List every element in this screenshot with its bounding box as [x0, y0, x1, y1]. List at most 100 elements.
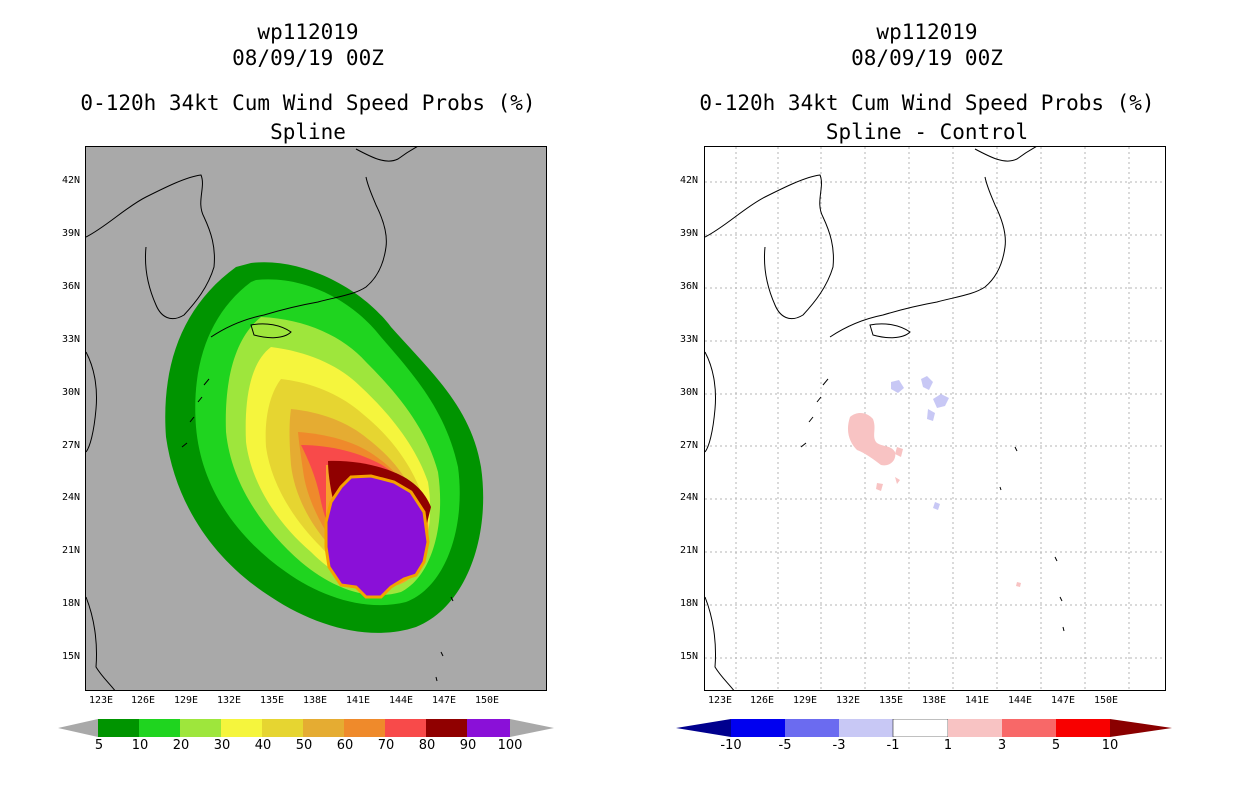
right-lat-label: 21N [679, 545, 698, 556]
left-colorbar-label: 30 [213, 738, 231, 753]
right-lat-label: 18N [679, 598, 698, 609]
left-lon-label: 123E [88, 695, 114, 706]
left-colorbar-high-arrow [510, 719, 554, 737]
left-map [86, 147, 484, 690]
left-colorbar-label: 80 [418, 738, 436, 753]
right-lon-label: 147E [1050, 695, 1076, 706]
left-colorbar-swatch [467, 719, 510, 737]
right-storm-id: wp112019 [876, 20, 978, 44]
korea-china-coast [86, 174, 215, 320]
right-lat-label: 15N [679, 651, 698, 662]
ryukyu-islands [800, 378, 829, 448]
right-colorbar [676, 719, 1172, 737]
pacific-islands [999, 446, 1065, 632]
right-colorbar-swatch [892, 719, 949, 737]
taiwan-luzon [86, 351, 116, 690]
left-lat-label: 42N [61, 175, 80, 186]
left-colorbar [58, 719, 554, 737]
left-lat-label: 36N [61, 281, 80, 292]
japan-kyushu-honshu [829, 176, 1006, 338]
right-lon-label: 150E [1093, 695, 1119, 706]
right-lon-label: 141E [964, 695, 990, 706]
left-lat-label: 33N [61, 334, 80, 345]
diff-negative-1-3-a [891, 380, 904, 393]
japan-kyushu-honshu [210, 176, 387, 338]
left-colorbar-swatch [221, 719, 262, 737]
right-map-panel [704, 146, 1166, 691]
right-colorbar-label: -3 [832, 738, 846, 753]
right-date: 08/09/19 00Z [851, 46, 1003, 70]
left-colorbar-swatch [385, 719, 426, 737]
left-lon-label: 150E [474, 695, 500, 706]
left-lat-label: 18N [61, 598, 80, 609]
left-lat-label: 27N [61, 440, 80, 451]
left-subtitle: Spline [270, 120, 346, 144]
gridlines [705, 147, 1165, 690]
left-colorbar-label: 10 [131, 738, 149, 753]
difference-contours [847, 376, 1021, 587]
shikoku [869, 323, 911, 339]
left-colorbar-label: 60 [336, 738, 354, 753]
pacific-islands [435, 596, 454, 682]
right-colorbar-label: 1 [943, 738, 953, 753]
right-lon-label: 132E [835, 695, 861, 706]
left-colorbar-label: 5 [94, 738, 104, 753]
right-colorbar-label: -5 [778, 738, 792, 753]
diff-negative-1-3-b [921, 376, 949, 510]
right-colorbar-swatch [839, 719, 893, 737]
right-lon-label: 144E [1007, 695, 1033, 706]
right-lat-label: 39N [679, 228, 698, 239]
right-colorbar-label: 10 [1101, 738, 1119, 753]
coastlines [705, 147, 1065, 690]
right-colorbar-swatch [731, 719, 785, 737]
taiwan-luzon [705, 351, 735, 690]
left-map-panel [85, 146, 547, 691]
right-colorbar-swatch [1002, 719, 1056, 737]
left-lon-label: 147E [431, 695, 457, 706]
left-lat-label: 24N [61, 492, 80, 503]
left-storm-id: wp112019 [257, 20, 359, 44]
diff-positive-1-3-small [876, 447, 1021, 587]
right-subtitle: Spline - Control [825, 120, 1029, 144]
left-date: 08/09/19 00Z [232, 46, 384, 70]
right-colorbar-swatch [948, 719, 1002, 737]
left-lat-label: 30N [61, 387, 80, 398]
left-product-title: 0-120h 34kt Cum Wind Speed Probs (%) [80, 91, 536, 115]
left-colorbar-low-arrow [58, 719, 98, 737]
left-lon-label: 144E [388, 695, 414, 706]
right-colorbar-low-arrow [676, 719, 731, 737]
left-colorbar-swatch [303, 719, 344, 737]
right-colorbar-high-arrow [1110, 719, 1172, 737]
left-colorbar-label: 50 [295, 738, 313, 753]
left-lat-label: 21N [61, 545, 80, 556]
left-colorbar-label: 90 [459, 738, 477, 753]
right-lon-label: 135E [878, 695, 904, 706]
left-lon-label: 126E [130, 695, 156, 706]
right-colorbar-label: -10 [720, 738, 742, 753]
right-product-title: 0-120h 34kt Cum Wind Speed Probs (%) [699, 91, 1155, 115]
right-lat-label: 27N [679, 440, 698, 451]
right-colorbar-label: 5 [1051, 738, 1061, 753]
left-lon-label: 138E [302, 695, 328, 706]
right-lon-label: 138E [921, 695, 947, 706]
left-colorbar-label: 70 [377, 738, 395, 753]
left-lon-label: 135E [259, 695, 285, 706]
left-lon-label: 141E [345, 695, 371, 706]
right-lon-label: 129E [792, 695, 818, 706]
left-colorbar-swatch [426, 719, 467, 737]
left-lon-label: 132E [216, 695, 242, 706]
left-lat-label: 15N [61, 651, 80, 662]
left-lat-label: 39N [61, 228, 80, 239]
right-colorbar-label: 3 [997, 738, 1007, 753]
left-colorbar-swatch [344, 719, 385, 737]
right-lon-label: 126E [749, 695, 775, 706]
right-lat-label: 33N [679, 334, 698, 345]
left-colorbar-swatch [262, 719, 303, 737]
probability-contours [165, 262, 484, 633]
right-colorbar-swatch [1056, 719, 1110, 737]
left-colorbar-label: 100 [497, 738, 523, 753]
left-lon-label: 129E [173, 695, 199, 706]
left-colorbar-swatch [98, 719, 139, 737]
contour-100 [324, 474, 430, 599]
right-colorbar-label: -1 [886, 738, 900, 753]
